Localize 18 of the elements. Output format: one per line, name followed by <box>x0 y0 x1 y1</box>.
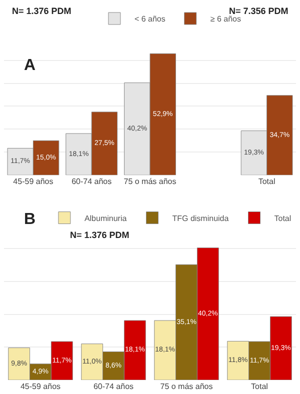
legend-label: ≥ 6 años <box>210 14 242 24</box>
text: N= 1.376 PDM <box>70 230 130 240</box>
x-tick-label: 60-74 años <box>93 382 134 391</box>
text: B <box>24 211 36 228</box>
annotation: A <box>24 57 36 74</box>
text: N= 1.376 PDM <box>12 6 72 16</box>
x-tick-label: 60-74 años <box>72 177 112 186</box>
legend-label: TFG disminuida <box>172 214 230 223</box>
x-tick-label: Total <box>258 177 276 186</box>
x-tick-label: 75 o más años <box>160 382 213 391</box>
x-tick-label: Total <box>251 382 268 391</box>
x-tick-label: 45-59 años <box>13 177 54 186</box>
legend-label: Total <box>274 214 292 223</box>
x-tick-label: 75 o más años <box>124 177 176 186</box>
legend-label: Albuminuria <box>84 214 128 223</box>
text: N= 7.356 PDM <box>229 6 288 16</box>
x-tick-label: 45-59 años <box>20 382 61 391</box>
legend-label: < 6 años <box>134 14 166 24</box>
